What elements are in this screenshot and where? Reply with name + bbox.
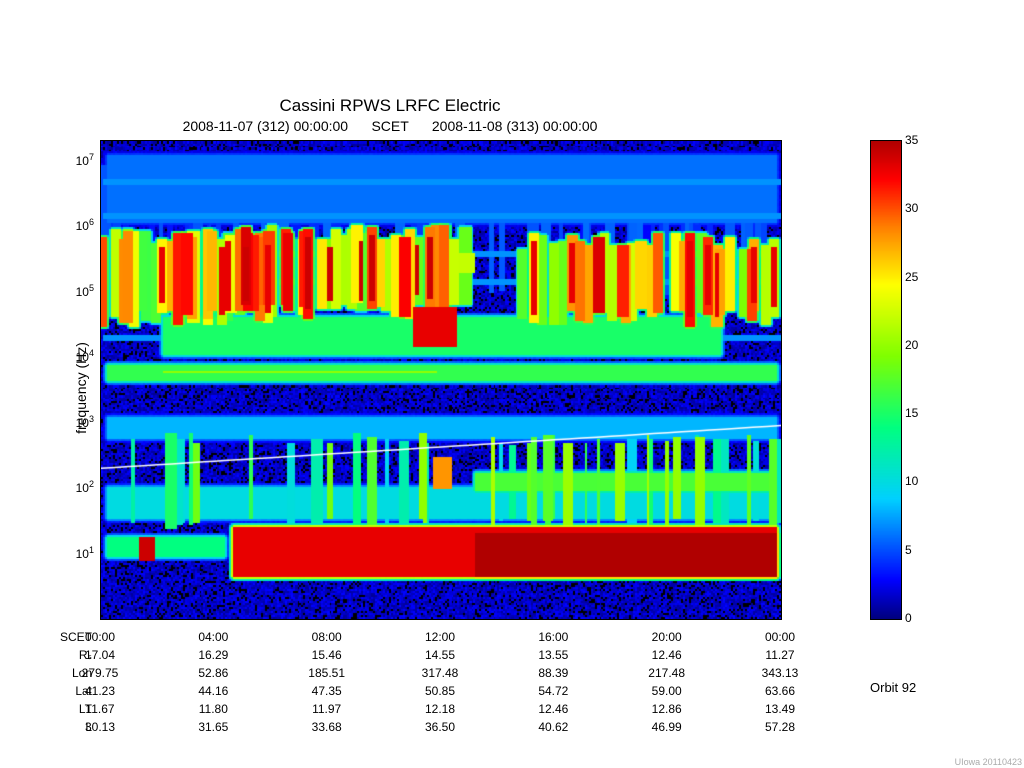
y-tick: 103: [76, 414, 94, 430]
y-tick: 104: [76, 348, 94, 364]
subtitle-end: 2008-11-08 (313) 00:00:00: [432, 118, 598, 134]
ephem-cell: 317.48: [405, 666, 475, 680]
colorbar-canvas: [871, 141, 901, 619]
ephem-cell: 57.28: [745, 720, 815, 734]
ephem-cell: 47.35: [292, 684, 362, 698]
colorbar: [870, 140, 902, 620]
ephem-cell: 15.46: [292, 648, 362, 662]
ephem-cell: 33.68: [292, 720, 362, 734]
orbit-label: Orbit 92: [870, 680, 916, 695]
ephem-cell: 52.86: [178, 666, 248, 680]
ephem-cell: 40.62: [518, 720, 588, 734]
ephem-cell: 31.65: [178, 720, 248, 734]
credit-label: UIowa 20110423: [955, 757, 1022, 767]
ephem-cell: 41.23: [65, 684, 135, 698]
ephem-cell: 20:00: [632, 630, 702, 644]
ephem-cell: 343.13: [745, 666, 815, 680]
y-tick: 101: [76, 545, 94, 561]
ephem-cell: 63.66: [745, 684, 815, 698]
ephem-cell: 16:00: [518, 630, 588, 644]
colorbar-tick: 20: [905, 338, 918, 352]
ephem-cell: 46.99: [632, 720, 702, 734]
colorbar-tick: 30: [905, 201, 918, 215]
ephem-cell: 16.29: [178, 648, 248, 662]
ephem-cell: 08:00: [292, 630, 362, 644]
ephem-cell: 50.85: [405, 684, 475, 698]
ephem-cell: 59.00: [632, 684, 702, 698]
ephem-cell: 04:00: [178, 630, 248, 644]
y-tick: 107: [76, 152, 94, 168]
y-axis-ticks: 101 102 103 104 105 106 107: [0, 140, 100, 618]
ephem-cell: 12.46: [518, 702, 588, 716]
ephem-cell: 279.75: [65, 666, 135, 680]
ephem-cell: 30.13: [65, 720, 135, 734]
colorbar-tick: 10: [905, 474, 918, 488]
ephem-cell: 54.72: [518, 684, 588, 698]
spectrogram-plot: [100, 140, 782, 620]
colorbar-tick: 35: [905, 133, 918, 147]
plot-title: Cassini RPWS LRFC Electric: [0, 96, 780, 116]
subtitle-scet: SCET: [371, 118, 408, 134]
ephem-cell: 185.51: [292, 666, 362, 680]
colorbar-tick: 0: [905, 611, 912, 625]
plot-subtitle: 2008-11-07 (312) 00:00:00 SCET 2008-11-0…: [0, 118, 780, 134]
y-tick: 105: [76, 283, 94, 299]
ephem-cell: 12.46: [632, 648, 702, 662]
ephem-cell: 11.80: [178, 702, 248, 716]
y-tick: 106: [76, 217, 94, 233]
ephem-cell: 00:00: [65, 630, 135, 644]
ephem-cell: 88.39: [518, 666, 588, 680]
subtitle-start: 2008-11-07 (312) 00:00:00: [183, 118, 349, 134]
ephem-cell: 11.67: [65, 702, 135, 716]
ephem-cell: 12.18: [405, 702, 475, 716]
colorbar-tick: 15: [905, 406, 918, 420]
ephem-cell: 11.27: [745, 648, 815, 662]
spectrogram-canvas: [101, 141, 781, 619]
ephem-cell: 12.86: [632, 702, 702, 716]
colorbar-tick: 25: [905, 270, 918, 284]
colorbar-ticks: 05101520253035: [905, 140, 945, 618]
ephem-cell: 13.49: [745, 702, 815, 716]
ephem-cell: 00:00: [745, 630, 815, 644]
ephem-cell: 14.55: [405, 648, 475, 662]
ephem-cell: 217.48: [632, 666, 702, 680]
ephem-cell: 44.16: [178, 684, 248, 698]
ephem-cell: 13.55: [518, 648, 588, 662]
y-tick: 102: [76, 479, 94, 495]
ephem-cell: 11.97: [292, 702, 362, 716]
ephem-cell: 12:00: [405, 630, 475, 644]
ephem-cell: 36.50: [405, 720, 475, 734]
colorbar-tick: 5: [905, 543, 912, 557]
ephem-cell: 17.04: [65, 648, 135, 662]
